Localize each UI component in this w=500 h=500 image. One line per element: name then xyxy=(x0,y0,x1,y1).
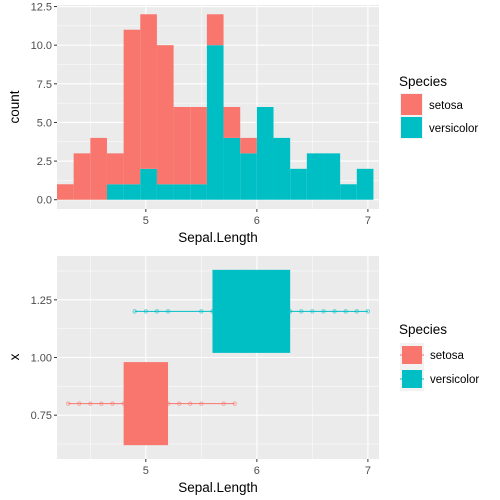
boxplot-point-versicolor xyxy=(321,309,326,314)
histogram-y-tick-label: 0.0 xyxy=(37,195,52,207)
histogram-legend: Species setosa versicolor xyxy=(399,74,478,139)
boxplot-x-tick-label: 6 xyxy=(254,465,260,477)
boxplot-point-setosa xyxy=(177,401,182,406)
histogram-bar-versicolor xyxy=(190,184,207,200)
boxplot-y-tick-label: 1.00 xyxy=(31,353,52,365)
boxplot-point-setosa xyxy=(232,401,237,406)
boxplot-legend-label-versicolor: versicolor xyxy=(430,374,479,386)
histogram-bar-setosa xyxy=(57,184,74,200)
boxplot-chart: 0.75 1.00 1.25 5 6 7 Sepal.Length x Species … xyxy=(7,256,479,495)
histogram-legend-title: Species xyxy=(399,74,447,89)
histogram-bar-versicolor xyxy=(156,184,174,200)
boxplot-box-versicolor xyxy=(212,269,291,353)
boxplot-gridlines xyxy=(57,256,379,459)
histogram-bar-setosa xyxy=(140,14,157,169)
histogram-bar-versicolor xyxy=(340,184,357,200)
histogram-bar-versicolor xyxy=(173,184,191,200)
histogram-bar-versicolor xyxy=(206,45,224,200)
boxplot-point-setosa xyxy=(88,401,93,406)
histogram-bar-versicolor xyxy=(240,153,257,200)
boxplot-point-setosa xyxy=(188,401,193,406)
histogram-y-tick-label: 12.5 xyxy=(31,2,52,14)
histogram-y-tick-label: 10.0 xyxy=(31,40,52,52)
histogram-bar-versicolor xyxy=(106,184,124,200)
boxplot-point-setosa xyxy=(110,401,115,406)
boxplot-point-versicolor xyxy=(165,309,171,314)
boxplot-point-setosa xyxy=(66,401,71,406)
histogram-chart: 0.0 2.5 5.0 7.5 10.0 12.5 5 6 7 Sepal.Length co… xyxy=(7,2,478,245)
boxplot-point-versicolor xyxy=(154,309,160,314)
boxplot-point-setosa xyxy=(221,401,226,406)
histogram-bar-setosa xyxy=(123,29,141,185)
boxplot-point-versicolor xyxy=(343,309,348,314)
boxplot-x-tick-label: 5 xyxy=(143,465,149,477)
boxplot-y-tick-label: 0.75 xyxy=(31,410,52,422)
boxplot-point-versicolor xyxy=(132,309,137,314)
histogram-bar-versicolor xyxy=(323,153,341,200)
histogram-bar-setosa xyxy=(173,107,191,185)
histogram-bar-versicolor xyxy=(256,107,274,200)
histogram-y-axis-title: count xyxy=(7,90,22,123)
histogram-bar-versicolor xyxy=(123,184,141,200)
histogram-bar-versicolor xyxy=(223,137,241,200)
boxplot-legend-swatch-versicolor xyxy=(402,370,422,388)
histogram-bar-versicolor xyxy=(306,153,324,200)
histogram-bar-setosa xyxy=(106,153,124,185)
boxplot-point-versicolor xyxy=(299,309,304,314)
boxplot-point-versicolor xyxy=(365,309,370,314)
boxplot-legend-title: Species xyxy=(399,322,447,337)
boxplot-point-versicolor xyxy=(199,309,204,314)
boxplot-point-setosa xyxy=(99,401,104,406)
histogram-bar-versicolor xyxy=(273,137,291,200)
histogram-x-axis-title: Sepal.Length xyxy=(178,230,258,245)
boxplot-legend-label-setosa: setosa xyxy=(430,350,464,362)
boxplot-y-axis-title: x xyxy=(7,353,22,360)
boxplot-y-ticks: 0.75 1.00 1.25 xyxy=(31,295,57,422)
histogram-bar-setosa xyxy=(156,45,174,185)
boxplot-marks xyxy=(66,269,370,446)
histogram-x-ticks: 5 6 7 xyxy=(143,209,371,227)
boxplot-x-axis-title: Sepal.Length xyxy=(178,480,258,495)
histogram-y-ticks: 0.0 2.5 5.0 7.5 10.0 12.5 xyxy=(31,2,57,207)
boxplot-point-versicolor xyxy=(310,309,315,314)
boxplot-point-setosa xyxy=(199,401,204,406)
histogram-bar-setosa xyxy=(240,137,257,154)
histogram-bar-setosa xyxy=(206,14,224,46)
boxplot-x-ticks: 5 6 7 xyxy=(143,459,371,477)
histogram-legend-label-setosa: setosa xyxy=(429,100,463,112)
histogram-legend-swatch-setosa xyxy=(401,94,422,115)
histogram-bar-versicolor xyxy=(140,168,157,200)
boxplot-y-tick-label: 1.25 xyxy=(31,295,52,307)
histogram-legend-label-versicolor: versicolor xyxy=(429,123,478,135)
histogram-bar-setosa xyxy=(190,107,207,185)
boxplot-point-versicolor xyxy=(143,309,148,314)
boxplot-point-versicolor xyxy=(332,309,337,314)
histogram-x-tick-label: 5 xyxy=(143,215,149,227)
boxplot-legend: Species setosa versicolor xyxy=(399,322,479,391)
boxplot-legend-swatch-setosa xyxy=(402,346,422,364)
histogram-bars xyxy=(57,14,374,200)
histogram-bar-versicolor xyxy=(356,168,374,200)
histogram-x-tick-label: 6 xyxy=(254,215,260,227)
histogram-y-tick-label: 7.5 xyxy=(37,79,52,91)
histogram-x-tick-label: 7 xyxy=(365,215,371,227)
histogram-y-tick-label: 5.0 xyxy=(37,117,52,129)
histogram-bar-versicolor xyxy=(290,168,307,200)
histogram-bar-setosa xyxy=(223,107,241,138)
boxplot-x-tick-label: 7 xyxy=(365,465,371,477)
histogram-legend-swatch-versicolor xyxy=(401,117,422,138)
boxplot-point-versicolor xyxy=(354,309,359,314)
histogram-bar-setosa xyxy=(90,137,107,200)
histogram-bar-setosa xyxy=(73,153,91,200)
boxplot-point-setosa xyxy=(77,401,82,406)
histogram-y-tick-label: 2.5 xyxy=(37,156,52,168)
